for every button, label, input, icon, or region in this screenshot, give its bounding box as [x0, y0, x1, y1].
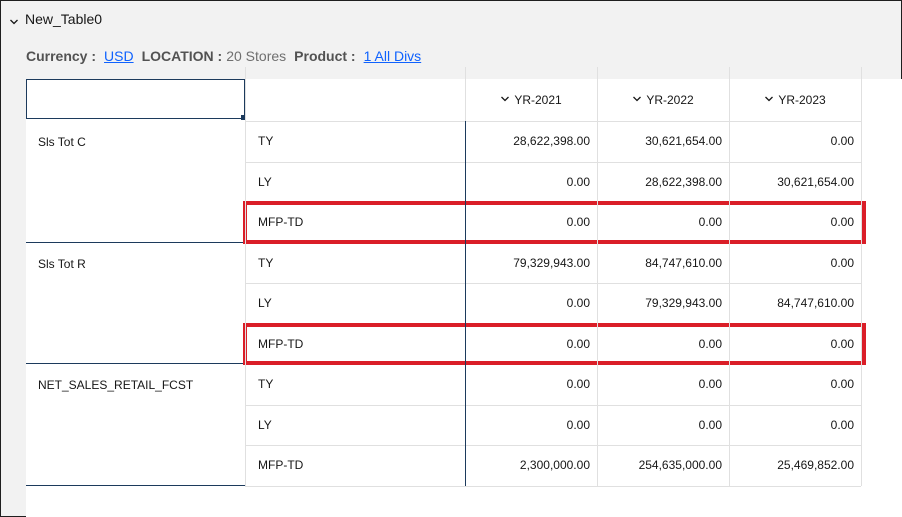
table-cell[interactable]: 2,300,000.00 [519, 458, 590, 473]
chevron-down-icon[interactable] [764, 93, 774, 107]
row-header-type: TY [258, 377, 274, 392]
fill-handle[interactable] [241, 115, 246, 120]
row-header-type: MFP-TD [258, 215, 304, 230]
table-cell[interactable]: 0.00 [830, 255, 854, 270]
header-col-divider [245, 67, 246, 121]
chevron-down-icon[interactable] [500, 93, 510, 107]
col-divider [245, 121, 246, 486]
row-divider [245, 283, 861, 284]
table-cell[interactable]: 0.00 [566, 174, 590, 189]
currency-label: Currency : [26, 48, 97, 64]
location-label: LOCATION : [141, 48, 223, 64]
group-divider [26, 241, 245, 243]
header-bottom-border [245, 121, 861, 122]
row-header-metric: NET_SALES_RETAIL_FCST [38, 378, 194, 392]
column-header-label: YR-2021 [514, 93, 562, 107]
highlight-box [243, 322, 866, 365]
column-header-yr-2021[interactable]: YR-2021 [465, 79, 597, 121]
row-divider [245, 485, 861, 487]
currency-link[interactable]: USD [104, 48, 134, 64]
column-header-yr-2023[interactable]: YR-2023 [729, 79, 861, 121]
table-cell[interactable]: 0.00 [830, 417, 854, 432]
chevron-down-icon[interactable] [632, 93, 642, 107]
group-divider [26, 484, 245, 486]
row-divider [245, 161, 861, 163]
table-cell[interactable]: 79,329,943.00 [645, 296, 722, 311]
product-label: Product : [294, 48, 356, 64]
row-header-type: MFP-TD [258, 336, 304, 351]
table-cell[interactable]: 25,469,852.00 [777, 458, 854, 473]
table-cell[interactable]: 0.00 [830, 134, 854, 149]
table-cell[interactable]: 0.00 [698, 377, 722, 392]
row-header-type: TY [258, 134, 274, 149]
table-cell[interactable]: 30,621,654.00 [645, 134, 722, 149]
filter-bar: Currency : USD LOCATION : 20 Stores Prod… [26, 46, 421, 66]
header-col-divider [465, 67, 466, 121]
product-link[interactable]: 1 All Divs [363, 48, 422, 64]
header-col-divider [729, 67, 730, 121]
column-header-yr-2022[interactable]: YR-2022 [597, 79, 729, 121]
row-header-type: LY [258, 417, 272, 432]
row-header-type: LY [258, 174, 272, 189]
location-value: 20 Stores [226, 48, 287, 64]
table-cell[interactable]: 30,621,654.00 [777, 174, 854, 189]
pivot-table: YR-2021 YR-2022 YR-2023 Sls Tot C TY 28,622,3… [26, 67, 902, 517]
col-divider [861, 121, 862, 486]
table-cell[interactable]: 254,635,000.00 [638, 458, 722, 473]
row-header-type: MFP-TD [258, 458, 304, 473]
row-divider [245, 445, 861, 446]
table-cell[interactable]: 0.00 [698, 336, 722, 351]
col-divider [729, 121, 730, 486]
row-divider [245, 404, 861, 406]
col-divider [597, 121, 598, 486]
table-cell[interactable]: 0.00 [566, 377, 590, 392]
panel-title: New_Table0 [25, 11, 103, 27]
table-cell[interactable]: 0.00 [698, 215, 722, 230]
column-header-label: YR-2022 [646, 93, 694, 107]
chevron-down-icon[interactable] [9, 14, 19, 25]
col-divider-dark [465, 121, 466, 486]
row-header-metric: Sls Tot C [38, 135, 86, 149]
table-cell[interactable]: 0.00 [566, 296, 590, 311]
table-cell[interactable]: 0.00 [566, 336, 590, 351]
table-cell[interactable]: 0.00 [830, 377, 854, 392]
column-header-label: YR-2023 [778, 93, 826, 107]
header-col-divider [597, 67, 598, 121]
row-header-type: LY [258, 296, 272, 311]
table-cell[interactable]: 0.00 [698, 417, 722, 432]
row-header-metric: Sls Tot R [38, 256, 86, 271]
table-cell[interactable]: 84,747,610.00 [645, 255, 722, 270]
table-cell[interactable]: 0.00 [830, 215, 854, 230]
table-cell[interactable]: 0.00 [566, 215, 590, 230]
table-cell[interactable]: 28,622,398.00 [645, 174, 722, 189]
row-header-type: TY [258, 255, 274, 270]
table-cell[interactable]: 0.00 [830, 336, 854, 351]
header-col-divider [861, 67, 862, 121]
group-divider [26, 363, 245, 364]
corner-selection-cell[interactable] [26, 79, 246, 120]
table-cell[interactable]: 84,747,610.00 [777, 296, 854, 311]
table-cell[interactable]: 28,622,398.00 [513, 134, 590, 149]
panel-header[interactable]: New_Table0 [9, 9, 102, 29]
table-cell[interactable]: 0.00 [566, 417, 590, 432]
highlight-box [243, 201, 866, 244]
table-cell[interactable]: 79,329,943.00 [513, 255, 590, 270]
